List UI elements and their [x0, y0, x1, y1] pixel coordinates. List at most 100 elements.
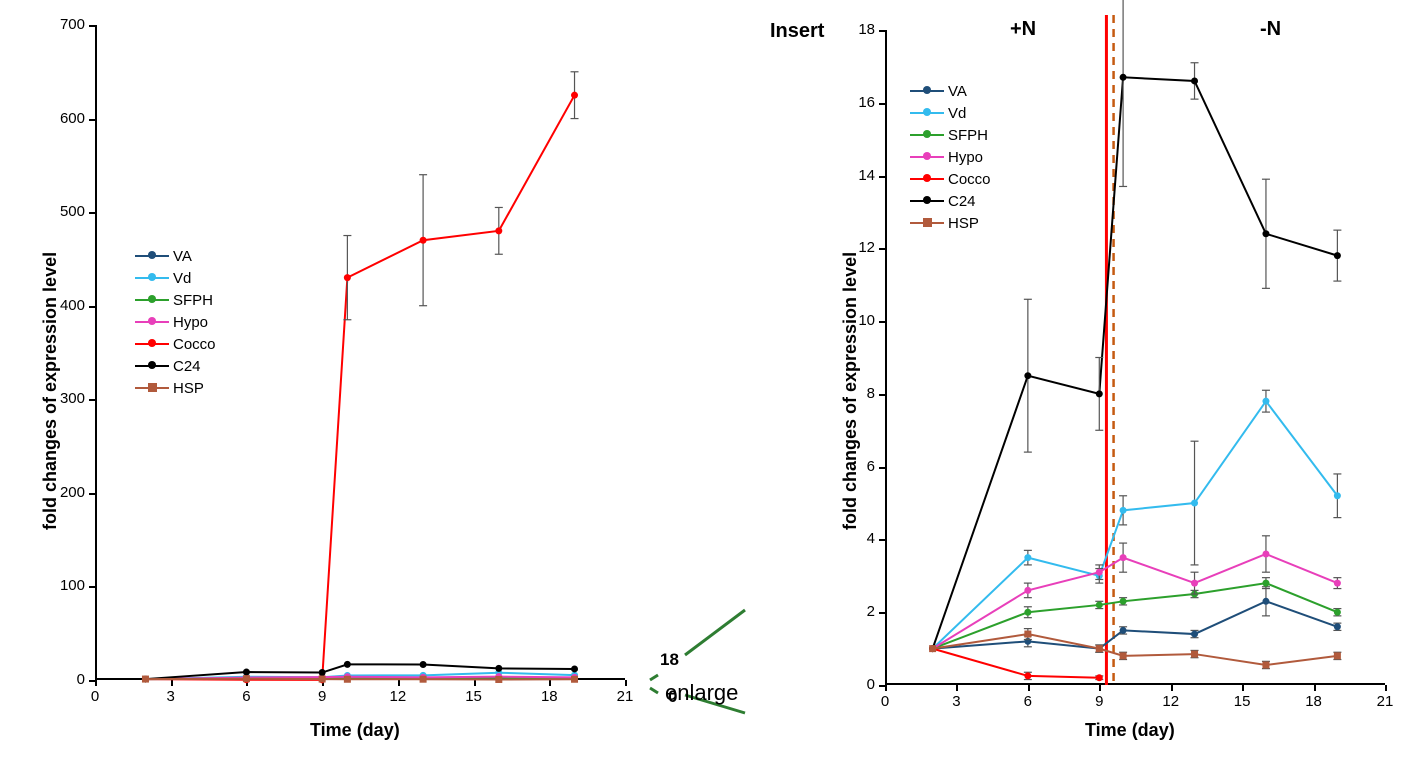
- legend-entry-Vd: Vd: [910, 102, 991, 124]
- series-line-Cocco: [933, 649, 1100, 678]
- series-marker-C24: [495, 665, 502, 672]
- series-marker-SFPH: [1096, 601, 1103, 608]
- series-marker-HSP: [1024, 631, 1031, 638]
- series-marker-C24: [319, 669, 326, 676]
- legend-swatch: [910, 146, 944, 168]
- legend-entry-Cocco: Cocco: [910, 168, 991, 190]
- series-marker-VA: [1262, 598, 1269, 605]
- legend-marker-icon: [923, 130, 931, 138]
- legend-entry-HSP: HSP: [135, 377, 216, 399]
- enlarge-top-line: [685, 610, 745, 655]
- legend-marker-icon: [148, 251, 156, 259]
- legend-swatch: [135, 289, 169, 311]
- series-marker-C24: [420, 661, 427, 668]
- legend-label: HSP: [948, 215, 979, 232]
- y-tick-label: 700: [45, 16, 85, 33]
- series-marker-Vd: [1120, 507, 1127, 514]
- legend-label: Vd: [948, 105, 966, 122]
- x-tick-label: 9: [1089, 693, 1109, 710]
- x-tick-label: 15: [1232, 693, 1252, 710]
- series-marker-Vd: [1262, 398, 1269, 405]
- x-tick: [625, 680, 627, 686]
- bracket-line: [650, 675, 658, 680]
- legend-entry-VA: VA: [135, 245, 216, 267]
- series-marker-HSP: [319, 676, 326, 683]
- x-tick: [1314, 685, 1316, 691]
- y-tick-label: 14: [835, 167, 875, 184]
- series-marker-Cocco: [420, 237, 427, 244]
- y-tick-label: 600: [45, 110, 85, 127]
- y-tick-label: 4: [835, 530, 875, 547]
- y-tick-label: 2: [835, 603, 875, 620]
- legend-entry-Cocco: Cocco: [135, 333, 216, 355]
- series-marker-Cocco: [495, 227, 502, 234]
- legend-entry-C24: C24: [135, 355, 216, 377]
- series-marker-SFPH: [1120, 598, 1127, 605]
- legend-swatch: [910, 124, 944, 146]
- legend-marker-icon: [923, 196, 931, 204]
- legend-entry-Hypo: Hypo: [910, 146, 991, 168]
- bracket-line: [650, 688, 658, 693]
- legend-marker-icon: [923, 174, 931, 182]
- series-marker-SFPH: [1334, 609, 1341, 616]
- legend-label: SFPH: [948, 127, 988, 144]
- series-marker-C24: [1120, 74, 1127, 81]
- series-marker-HSP: [1334, 652, 1341, 659]
- x-tick: [1171, 685, 1173, 691]
- series-marker-HSP: [571, 676, 578, 683]
- x-tick: [1099, 685, 1101, 691]
- series-marker-HSP: [495, 676, 502, 683]
- series-marker-Vd: [1024, 554, 1031, 561]
- right-y-axis-title: fold changes of expression level: [840, 252, 861, 530]
- series-line-HSP: [145, 679, 574, 680]
- legend-marker-icon: [148, 273, 156, 281]
- series-marker-HSP: [1120, 652, 1127, 659]
- x-tick-label: 6: [1018, 693, 1038, 710]
- series-marker-Vd: [1334, 492, 1341, 499]
- x-tick: [885, 685, 887, 691]
- series-marker-HSP: [243, 675, 250, 682]
- legend-marker-icon: [923, 108, 931, 116]
- legend-label: Hypo: [173, 314, 208, 331]
- series-marker-VA: [1334, 623, 1341, 630]
- x-tick-label: 18: [1304, 693, 1324, 710]
- series-marker-VA: [1120, 627, 1127, 634]
- series-marker-Hypo: [1120, 554, 1127, 561]
- series-marker-VA: [1191, 631, 1198, 638]
- series-marker-HSP: [1096, 645, 1103, 652]
- x-tick-label: 9: [312, 688, 332, 705]
- series-marker-HSP: [1191, 651, 1198, 658]
- left-y-axis-title: fold changes of expression level: [40, 252, 61, 530]
- figure-page: 0100200300400500600700 036912151821 VAVd…: [0, 0, 1418, 778]
- y-tick-label: 0: [45, 671, 85, 688]
- legend-label: VA: [173, 248, 192, 265]
- series-marker-SFPH: [1024, 609, 1031, 616]
- minus-n-label: -N: [1260, 18, 1281, 41]
- legend-swatch: [910, 212, 944, 234]
- x-tick-label: 3: [161, 688, 181, 705]
- legend-swatch: [135, 311, 169, 333]
- series-marker-HSP: [420, 676, 427, 683]
- legend-entry-SFPH: SFPH: [135, 289, 216, 311]
- x-tick-label: 0: [875, 693, 895, 710]
- legend-entry-SFPH: SFPH: [910, 124, 991, 146]
- legend-swatch: [135, 355, 169, 377]
- y-tick-label: 0: [835, 676, 875, 693]
- legend-swatch: [910, 102, 944, 124]
- x-tick: [1242, 685, 1244, 691]
- legend-label: C24: [948, 193, 976, 210]
- series-marker-C24: [571, 665, 578, 672]
- legend-label: Vd: [173, 270, 191, 287]
- legend-marker-icon: [923, 152, 931, 160]
- legend-marker-icon: [923, 86, 931, 94]
- insert-label: Insert: [770, 20, 824, 43]
- x-tick-label: 0: [85, 688, 105, 705]
- legend-marker-icon: [148, 339, 156, 347]
- legend-marker-icon: [148, 383, 157, 392]
- series-marker-Cocco: [1096, 674, 1103, 681]
- series-marker-HSP: [142, 676, 149, 683]
- x-tick-label: 12: [1161, 693, 1181, 710]
- series-marker-Hypo: [1262, 551, 1269, 558]
- series-marker-C24: [1262, 230, 1269, 237]
- legend-swatch: [135, 333, 169, 355]
